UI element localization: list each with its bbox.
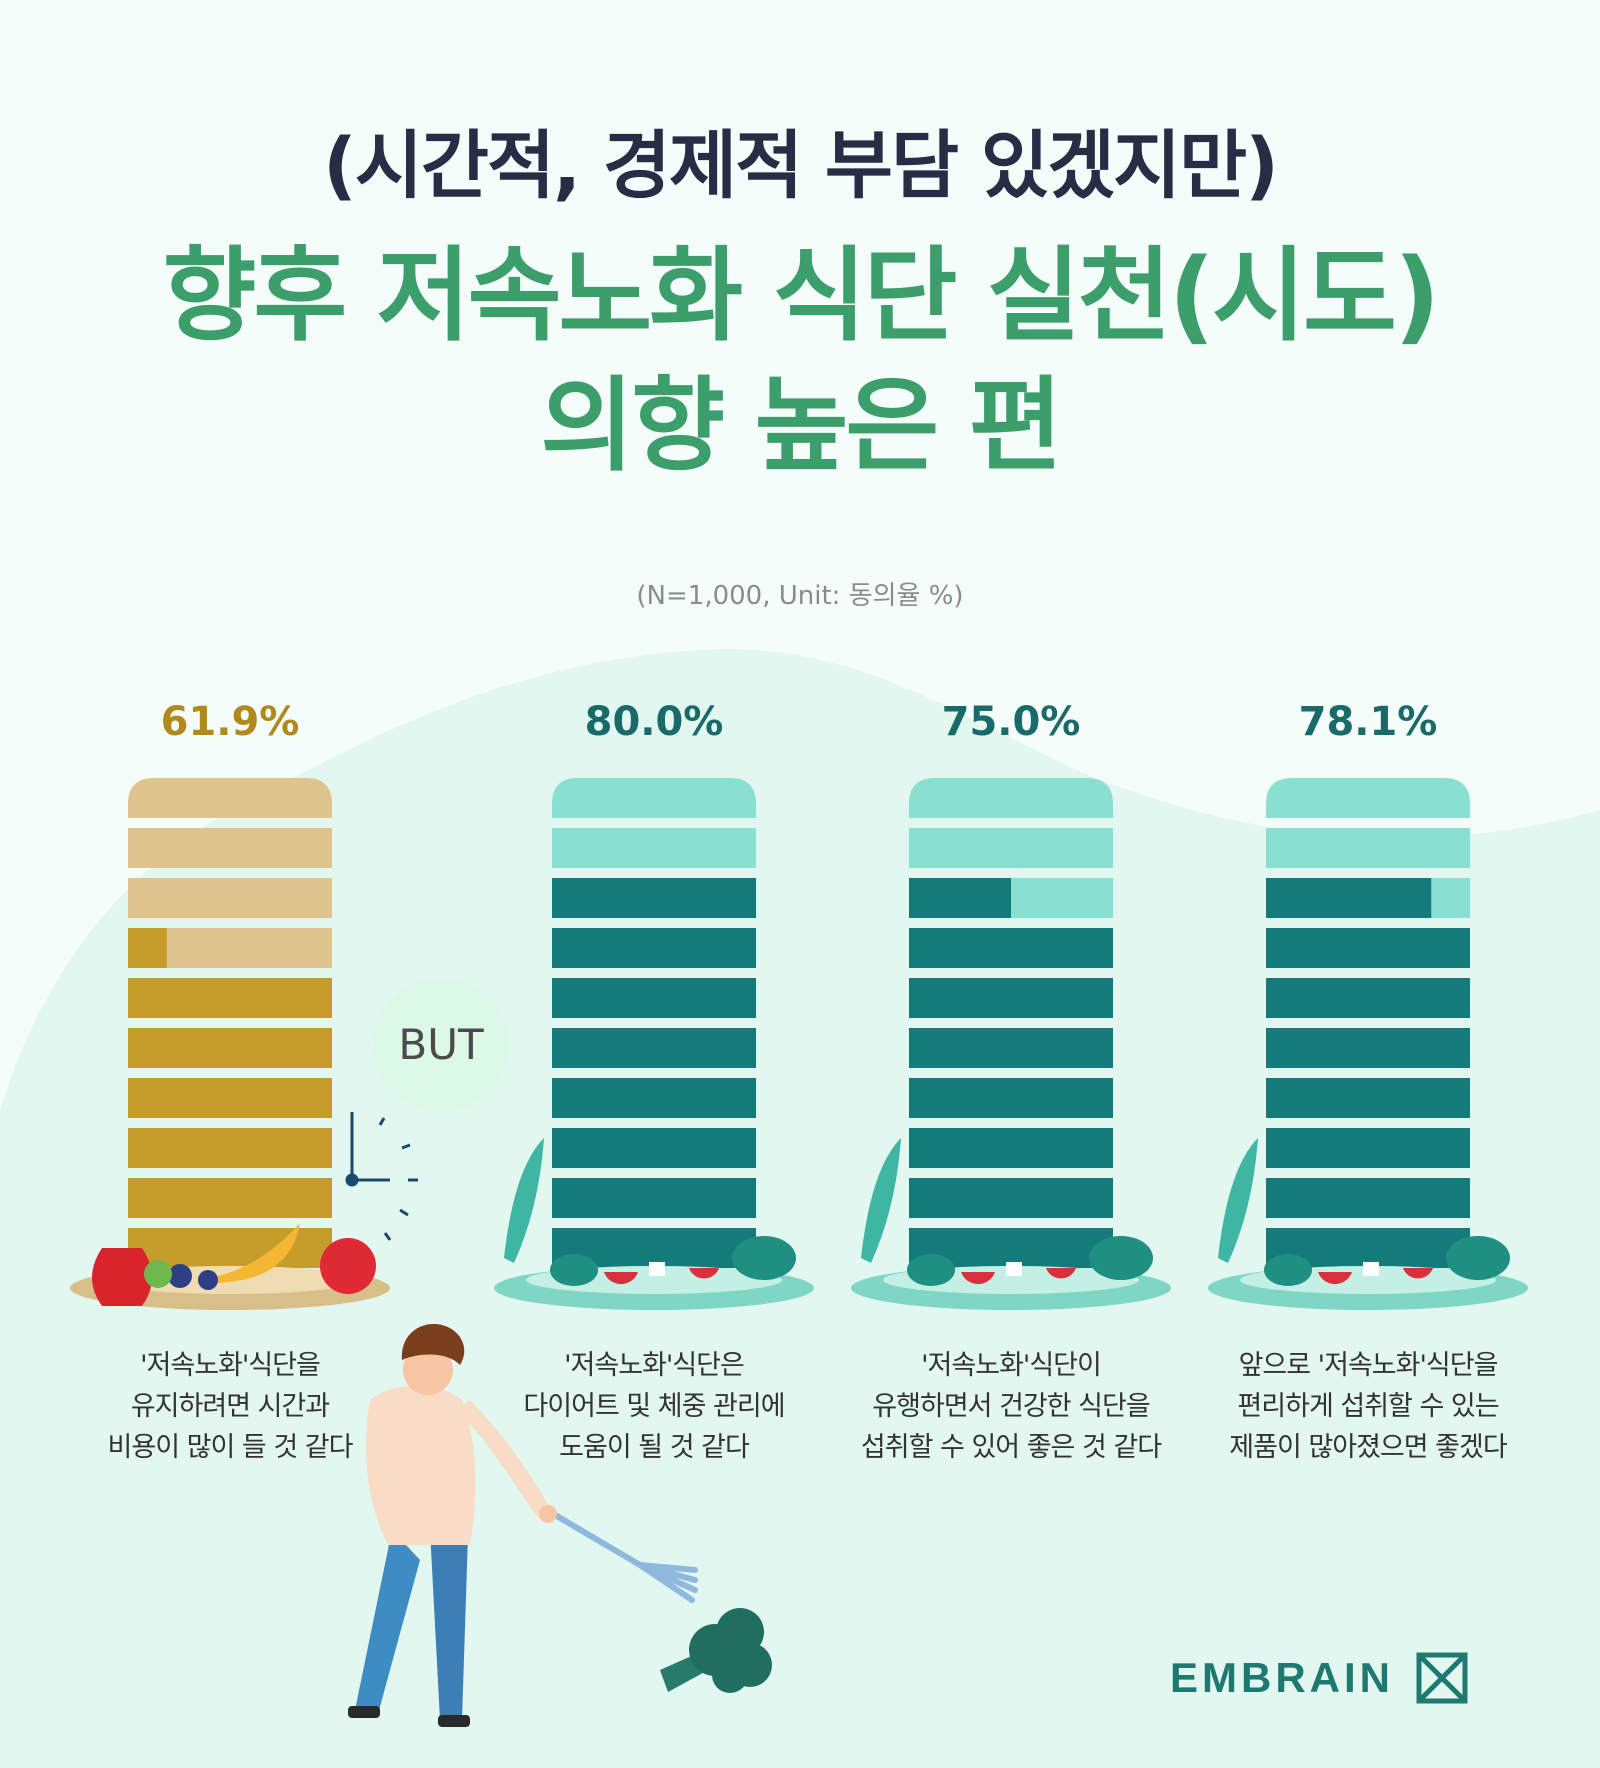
bar-segment-fill: [909, 1178, 1113, 1218]
bar-segment-fill: [909, 1078, 1113, 1118]
bar-segment-fill: [128, 1128, 332, 1168]
bar-segment-fill: [909, 928, 1113, 968]
header: (시간적, 경제적 부담 있겠지만) 향후 저속노화 식단 실천(시도) 의향 …: [0, 118, 1600, 492]
broccoli-illustration: [660, 1608, 772, 1693]
man-hair: [401, 1324, 465, 1365]
bar-segment-fill: [1266, 1078, 1470, 1118]
sample-note: (N=1,000, Unit: 동의율 %): [636, 581, 964, 611]
bar-segment-bg: [909, 778, 1113, 818]
bar-segment-bg: [552, 778, 756, 818]
bar-4: [1266, 778, 1470, 1268]
bar-segment-bg: [1266, 778, 1470, 818]
plate-illustration-1: [70, 1223, 390, 1310]
logo-text: EMBRAIN: [1170, 1654, 1394, 1701]
category-label-1: '저속노화'식단을 유지하려면 시간과 비용이 많이 들 것 같다: [107, 1350, 354, 1463]
bar-segment-fill: [128, 1078, 332, 1118]
bar-segment-fill: [552, 1178, 756, 1218]
clock-icon: [345, 1112, 418, 1241]
chart-title-line-2: 의향 높은 편: [540, 367, 1062, 486]
bar-segment-fill: [552, 1028, 756, 1068]
bar-segment-fill: [552, 928, 756, 968]
bar-segment-bg: [1266, 828, 1470, 868]
bar-segment-bg: [128, 878, 332, 918]
logo-mark-icon: [1416, 1652, 1468, 1704]
bar-segment-fill: [128, 928, 167, 968]
bar-segment-fill: [909, 1028, 1113, 1068]
man-torso: [366, 1385, 476, 1545]
man-with-fork-illustration: [348, 1324, 698, 1727]
category-label-3: '저속노화'식단이 유행하면서 건강한 식단을 섭취할 수 있어 좋은 것 같다: [860, 1350, 1162, 1463]
bar-segment-fill: [1266, 878, 1432, 918]
bar-segment-fill: [1266, 1028, 1470, 1068]
bar-segment-fill: [552, 1128, 756, 1168]
bar-segment-fill: [909, 978, 1113, 1018]
bar-segment-bg: [128, 828, 332, 868]
value-label-4: 78.1%: [1299, 699, 1438, 745]
fork: [547, 1509, 698, 1603]
category-label-4: 앞으로 '저속노화'식단을 편리하게 섭취할 수 있는 제품이 많아졌으면 좋겠다: [1229, 1350, 1507, 1463]
chart-subtitle: (시간적, 경제적 부담 있겠지만): [323, 123, 1279, 209]
bar-segment-fill: [552, 878, 756, 918]
bar-2: [552, 778, 756, 1268]
value-label-3: 75.0%: [942, 699, 1081, 745]
plate-illustration-2: [494, 1138, 814, 1310]
bar-segment-fill: [128, 1028, 332, 1068]
bar-segment-fill: [1266, 928, 1470, 968]
bar-segment-fill: [1266, 1128, 1470, 1168]
man-arm: [455, 1400, 552, 1520]
bar-segment-fill: [1266, 978, 1470, 1018]
embrain-logo: EMBRAIN: [1170, 1652, 1468, 1704]
bar-segment-fill: [909, 1128, 1113, 1168]
man-leg: [355, 1530, 420, 1714]
bar-segment-bg: [552, 828, 756, 868]
category-label-2: '저속노화'식단은 다이어트 및 체중 관리에 도움이 될 것 같다: [523, 1350, 785, 1463]
bar-3: [909, 778, 1113, 1268]
bar-segment-fill: [128, 1178, 332, 1218]
bar-1: [128, 778, 332, 1268]
bar-segment-fill: [1266, 1178, 1470, 1218]
value-label-1: 61.9%: [161, 699, 300, 745]
bar-segment-fill: [552, 978, 756, 1018]
but-badge: BUT: [374, 978, 508, 1112]
chart-title-line-1: 향후 저속노화 식단 실천(시도): [162, 237, 1441, 356]
plate-illustration-4: [1208, 1138, 1528, 1310]
bar-segment-fill: [552, 1078, 756, 1118]
bar-segment-fill: [909, 878, 1011, 918]
value-label-2: 80.0%: [585, 699, 724, 745]
bar-segment-bg: [909, 828, 1113, 868]
man-leg: [430, 1530, 468, 1720]
man-head: [403, 1345, 453, 1395]
bar-segment-fill: [128, 978, 332, 1018]
plate-illustration-3: [851, 1138, 1171, 1310]
bar-segment-bg: [128, 778, 332, 818]
